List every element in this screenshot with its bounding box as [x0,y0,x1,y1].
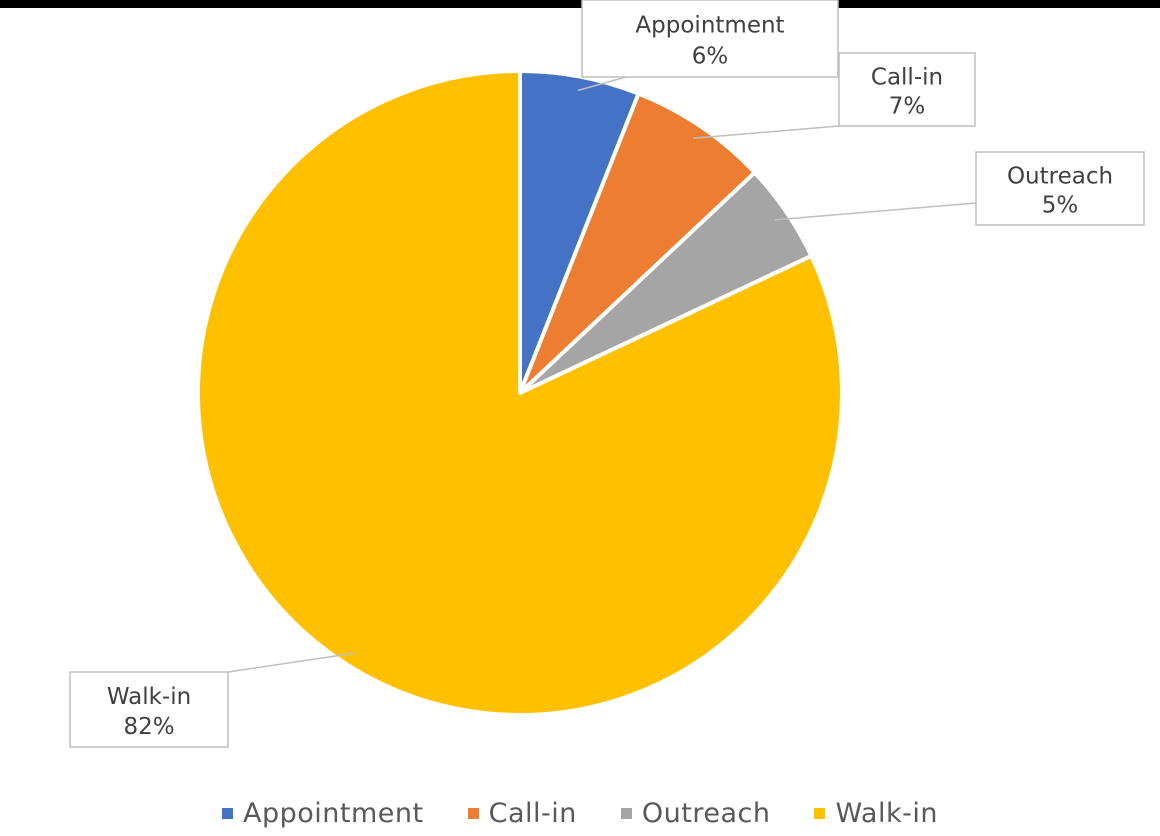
legend-label: Walk-in [835,798,938,829]
data-label-percent: 5% [1042,193,1079,219]
leader-line-outreach [774,202,977,221]
pie-slice-appointment [518,69,641,395]
pie-slice-call-in [518,91,757,395]
data-label-box [838,52,976,127]
legend-label: Appointment [243,798,424,829]
data-label-percent: 6% [692,43,729,69]
data-label-category: Appointment [635,13,784,39]
top-border [0,0,1160,8]
legend-item-outreach: Outreach [620,798,771,829]
data-label-category: Outreach [1007,163,1113,189]
data-label-percent: 7% [889,94,926,120]
legend-item-walk-in: Walk-in [814,798,938,829]
legend-swatch [222,808,234,819]
leader-line-walk-in [227,652,356,673]
data-label-percent: 82% [123,714,174,740]
pie-slice-walk-in [196,69,844,717]
legend-label: Outreach [641,798,771,829]
data-label-box [581,0,839,78]
data-label-box [69,671,229,748]
data-label-box [975,151,1145,226]
legend-swatch [620,808,632,819]
legend-label: Call-in [488,798,577,829]
legend-item-appointment: Appointment [222,798,424,829]
chart-legend: Appointment Call-in Outreach Walk-in [0,798,1160,829]
legend-swatch [814,808,826,819]
legend-item-call-in: Call-in [467,798,577,829]
data-label-callouts: Appointment 6% Call-in 7% Outreach 5% Walk-in 8… [69,0,1145,748]
data-label-walk-in: Walk-in 82% [69,671,229,748]
data-label-category: Walk-in [107,684,191,710]
pie-slices [196,69,844,717]
data-label-outreach: Outreach 5% [975,151,1145,226]
data-label-call-in: Call-in 7% [838,52,976,127]
callout-leader-lines [227,76,977,673]
legend-swatch [467,808,479,819]
data-label-category: Call-in [871,64,943,90]
leader-line-call-in [693,125,840,140]
leader-line-appointment [577,76,627,92]
data-label-appointment: Appointment 6% [581,0,839,78]
